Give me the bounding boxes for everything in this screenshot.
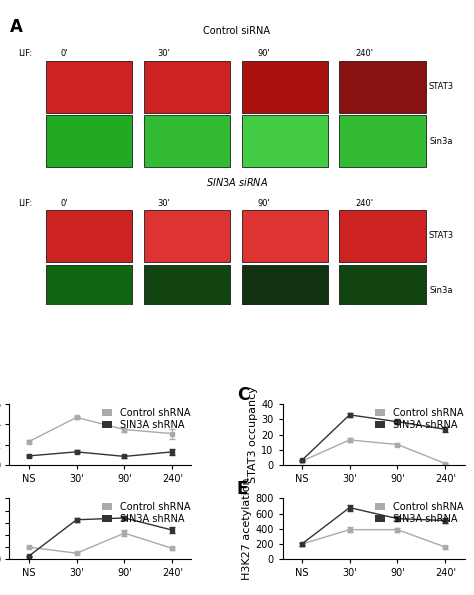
- Text: 90': 90': [258, 49, 271, 58]
- FancyBboxPatch shape: [242, 61, 328, 112]
- Legend: Control shRNA, SIN3A shRNA: Control shRNA, SIN3A shRNA: [102, 408, 190, 430]
- Legend: Control shRNA, SIN3A shRNA: Control shRNA, SIN3A shRNA: [102, 502, 190, 524]
- Text: STAT3: STAT3: [428, 82, 453, 91]
- Text: 240': 240': [356, 199, 374, 208]
- Text: 30': 30': [158, 199, 171, 208]
- Text: 90': 90': [258, 199, 271, 208]
- Legend: Control shRNA, SIN3A shRNA: Control shRNA, SIN3A shRNA: [375, 502, 463, 524]
- Text: A: A: [9, 18, 22, 36]
- Text: STAT3: STAT3: [428, 231, 453, 240]
- Text: LIF:: LIF:: [18, 199, 33, 208]
- Text: 0': 0': [60, 49, 68, 58]
- FancyBboxPatch shape: [144, 210, 230, 262]
- Text: $SIN3A$ siRNA: $SIN3A$ siRNA: [206, 176, 268, 187]
- Text: E: E: [237, 480, 248, 499]
- Text: C: C: [237, 386, 249, 404]
- FancyBboxPatch shape: [46, 115, 132, 167]
- FancyBboxPatch shape: [46, 265, 132, 316]
- FancyBboxPatch shape: [339, 61, 426, 112]
- FancyBboxPatch shape: [242, 115, 328, 167]
- FancyBboxPatch shape: [242, 210, 328, 262]
- Legend: Control shRNA, SIN3A shRNA: Control shRNA, SIN3A shRNA: [375, 408, 463, 430]
- FancyBboxPatch shape: [339, 265, 426, 316]
- Text: Sin3a: Sin3a: [429, 137, 453, 146]
- FancyBboxPatch shape: [144, 61, 230, 112]
- Text: 240': 240': [356, 49, 374, 58]
- FancyBboxPatch shape: [339, 115, 426, 167]
- FancyBboxPatch shape: [339, 210, 426, 262]
- Text: 30': 30': [158, 49, 171, 58]
- Text: Sin3a: Sin3a: [429, 286, 453, 295]
- Y-axis label: STAT3 occupancy: STAT3 occupancy: [248, 386, 258, 483]
- FancyBboxPatch shape: [242, 265, 328, 316]
- Y-axis label: H3K27 acetylation: H3K27 acetylation: [242, 478, 252, 580]
- FancyBboxPatch shape: [46, 210, 132, 262]
- FancyBboxPatch shape: [46, 61, 132, 112]
- FancyBboxPatch shape: [144, 265, 230, 316]
- FancyBboxPatch shape: [144, 115, 230, 167]
- Text: 0': 0': [60, 199, 68, 208]
- Text: Control siRNA: Control siRNA: [203, 26, 271, 36]
- Text: LIF:: LIF:: [18, 49, 33, 58]
